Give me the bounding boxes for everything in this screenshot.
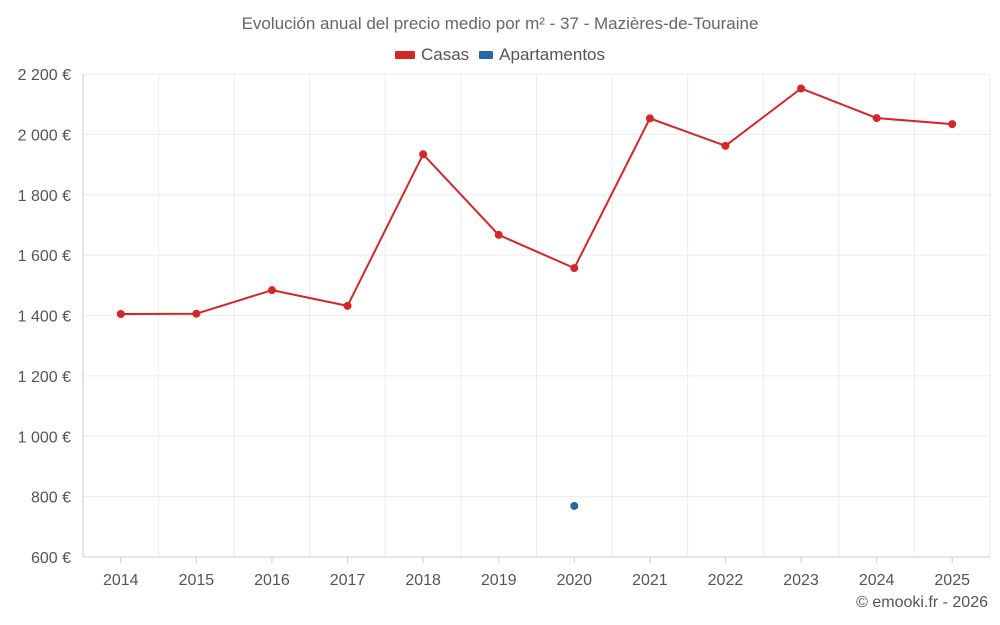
data-point-apartamentos-2020 xyxy=(570,501,579,510)
chart-title: Evolución anual del precio medio por m² … xyxy=(241,14,759,33)
series-line-casas xyxy=(120,87,953,315)
x-tick-label: 2022 xyxy=(708,572,744,589)
x-tick-label: 2016 xyxy=(254,572,290,589)
x-tick-label: 2014 xyxy=(103,572,139,589)
data-point-casas-2025 xyxy=(948,120,957,129)
x-tick-label: 2021 xyxy=(632,572,668,589)
x-tick-label: 2018 xyxy=(405,572,441,589)
data-point-casas-2020 xyxy=(570,264,579,273)
x-tick-label: 2020 xyxy=(556,572,592,589)
data-point-casas-2019 xyxy=(494,230,503,239)
y-tick-label: 1 000 € xyxy=(18,429,71,446)
y-tick-label: 2 200 € xyxy=(18,67,71,84)
legend-label-apartamentos: Apartamentos xyxy=(499,45,606,64)
y-tick-label: 800 € xyxy=(31,490,71,507)
y-tick-label: 1 200 € xyxy=(18,369,71,386)
credit-text: © emooki.fr - 2026 xyxy=(856,594,988,611)
data-point-casas-2018 xyxy=(419,150,428,159)
legend-item-apartamentos[interactable]: Apartamentos xyxy=(479,45,605,65)
legend-swatch-apartamentos xyxy=(479,51,494,59)
y-tick-label: 2 000 € xyxy=(18,127,71,144)
data-point-casas-2014 xyxy=(116,309,125,318)
legend-swatch-casas xyxy=(394,51,415,59)
data-point-casas-2022 xyxy=(721,141,730,150)
x-tick-label: 2017 xyxy=(330,572,366,589)
x-tick-label: 2023 xyxy=(783,572,819,589)
data-point-casas-2016 xyxy=(267,286,276,295)
x-tick-label: 2024 xyxy=(859,572,895,589)
x-tick-label: 2025 xyxy=(934,572,970,589)
x-tick-label: 2019 xyxy=(481,572,517,589)
data-point-casas-2023 xyxy=(797,84,806,93)
y-tick-label: 1 800 € xyxy=(18,188,71,205)
y-tick-label: 1 400 € xyxy=(18,309,71,326)
data-point-casas-2015 xyxy=(192,309,201,318)
data-point-casas-2021 xyxy=(645,114,654,123)
data-point-casas-2024 xyxy=(872,114,881,123)
legend-item-casas[interactable]: Casas xyxy=(394,45,470,65)
y-tick-label: 600 € xyxy=(31,550,71,567)
y-tick-label: 1 600 € xyxy=(18,248,71,265)
x-tick-label: 2015 xyxy=(179,572,215,589)
legend-label-casas: Casas xyxy=(420,45,470,64)
legend: Casas Apartamentos xyxy=(0,45,1000,65)
data-point-casas-2017 xyxy=(343,301,352,310)
